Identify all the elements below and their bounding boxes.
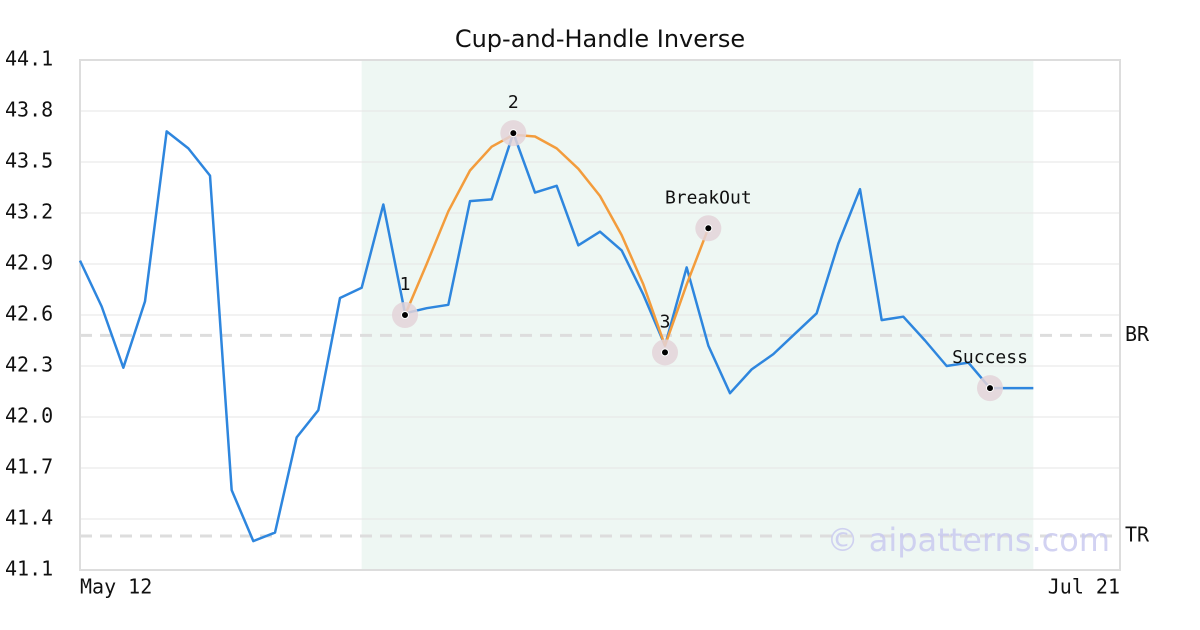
x-tick-label: May 12 [80, 575, 152, 599]
chart-title: Cup-and-Handle Inverse [455, 25, 745, 53]
y-tick-label: 43.2 [5, 200, 53, 224]
y-tick-label: 42.9 [5, 251, 53, 275]
point-marker [986, 384, 994, 393]
point-label: Success [952, 347, 1028, 368]
point-label: BreakOut [665, 187, 752, 208]
point-marker [401, 311, 409, 319]
point-label: 2 [508, 92, 519, 113]
watermark: © aipatterns.com [827, 521, 1110, 559]
plot-border [79, 59, 1121, 571]
y-tick-label: 42.6 [5, 302, 53, 326]
y-tick-label: 43.8 [5, 98, 53, 122]
point-label: 1 [400, 274, 411, 295]
reference-label: TR [1125, 523, 1150, 547]
y-tick-label: 41.4 [5, 506, 53, 530]
y-tick-label: 42.0 [5, 404, 53, 428]
y-tick-label: 44.1 [5, 47, 53, 71]
point-marker [509, 129, 518, 138]
point-marker [661, 348, 669, 357]
y-tick-label: 42.3 [5, 353, 53, 377]
reference-label: BR [1125, 322, 1150, 346]
price-line [403, 133, 710, 347]
point-label: 3 [660, 311, 671, 332]
y-tick-label: 41.7 [5, 455, 53, 479]
price-line [78, 130, 1034, 543]
y-tick-label: 43.5 [5, 149, 53, 173]
point-marker [704, 224, 713, 233]
y-tick-label: 41.1 [5, 557, 53, 581]
x-tick-label: Jul 21 [1048, 575, 1120, 599]
